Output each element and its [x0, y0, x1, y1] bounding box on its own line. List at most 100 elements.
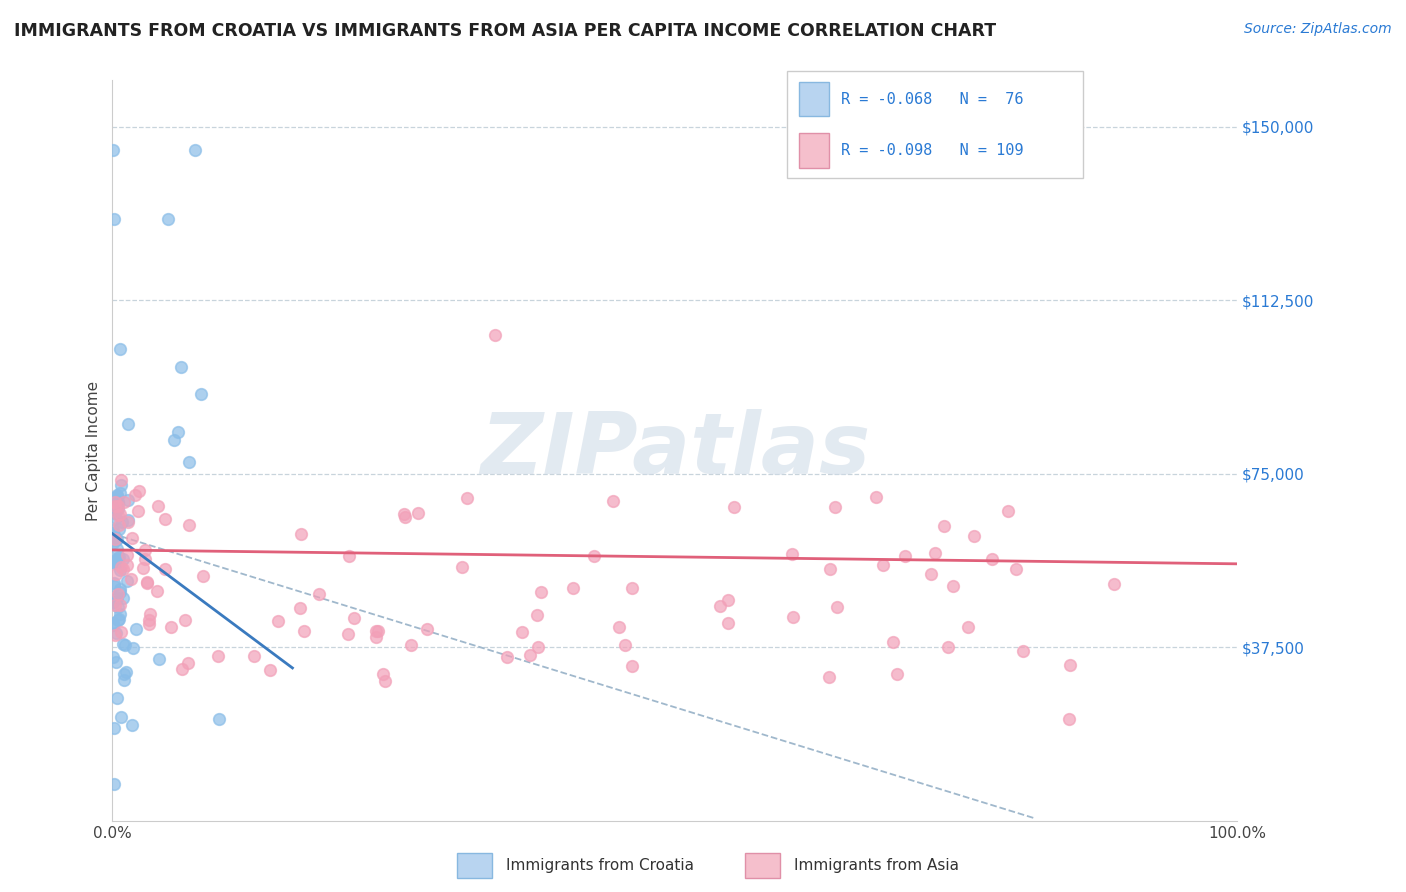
Point — [107, 613, 129, 627]
Point — [104, 493, 127, 508]
Point — [114, 667, 136, 681]
Point — [484, 327, 506, 342]
Point — [121, 717, 143, 731]
Point — [243, 649, 266, 664]
Point — [107, 522, 129, 536]
Point — [115, 558, 138, 573]
Point — [177, 518, 200, 533]
Point — [942, 578, 965, 592]
Point — [207, 649, 229, 664]
Point — [120, 572, 142, 586]
Point — [394, 510, 416, 524]
Point — [117, 515, 139, 529]
Point — [105, 566, 128, 581]
Point — [107, 599, 129, 614]
Point — [105, 511, 128, 525]
Point — [981, 552, 1004, 566]
Point — [127, 504, 149, 518]
Text: Immigrants from Croatia: Immigrants from Croatia — [506, 858, 695, 872]
Bar — [799, 134, 828, 168]
Point — [957, 620, 980, 634]
Point — [190, 387, 212, 401]
Point — [104, 501, 127, 516]
Point — [177, 657, 200, 671]
Point — [103, 592, 125, 607]
Point — [107, 587, 129, 601]
Text: Immigrants from Asia: Immigrants from Asia — [794, 858, 959, 872]
Point — [104, 628, 127, 642]
Point — [416, 623, 439, 637]
Point — [818, 670, 841, 684]
Point — [146, 500, 169, 514]
Point — [103, 576, 125, 591]
Point — [114, 638, 136, 652]
Point — [1005, 562, 1028, 576]
Point — [115, 665, 138, 679]
Point — [112, 637, 135, 651]
Point — [101, 615, 124, 630]
Point — [108, 612, 131, 626]
Point — [134, 552, 156, 566]
Point — [128, 483, 150, 498]
Point — [138, 614, 160, 628]
Point — [104, 625, 127, 640]
Point — [104, 494, 127, 508]
Point — [166, 425, 188, 439]
Point — [607, 619, 630, 633]
Point — [107, 549, 129, 564]
Bar — [457, 853, 492, 878]
Point — [103, 595, 125, 609]
Point — [825, 600, 848, 615]
Point — [105, 488, 128, 502]
Point — [132, 560, 155, 574]
Point — [134, 542, 156, 557]
Point — [138, 616, 160, 631]
Point — [456, 491, 478, 506]
Point — [107, 508, 129, 522]
Point — [110, 478, 132, 492]
Point — [105, 591, 128, 606]
Point — [105, 542, 128, 557]
Point — [101, 555, 124, 569]
Point — [620, 581, 643, 595]
Point — [110, 342, 132, 356]
Point — [292, 624, 315, 638]
Point — [108, 518, 131, 533]
Point — [526, 608, 548, 623]
Point — [111, 561, 134, 575]
Point — [139, 607, 162, 621]
Point — [208, 712, 231, 726]
Point — [886, 667, 908, 681]
Point — [107, 495, 129, 509]
Point — [107, 502, 129, 516]
Point — [108, 486, 131, 500]
Text: R = -0.098   N = 109: R = -0.098 N = 109 — [841, 143, 1024, 158]
Point — [103, 527, 125, 541]
Point — [105, 555, 128, 569]
Point — [103, 776, 125, 791]
Point — [112, 673, 135, 687]
Point — [1057, 712, 1080, 726]
Point — [308, 587, 330, 601]
Point — [820, 562, 842, 576]
Point — [371, 667, 394, 681]
Point — [367, 624, 389, 639]
Point — [103, 579, 125, 593]
Point — [108, 507, 131, 521]
Point — [101, 523, 124, 537]
Point — [392, 507, 415, 521]
Point — [934, 519, 956, 533]
Point — [337, 549, 360, 563]
Point — [562, 581, 585, 595]
Point — [893, 549, 915, 563]
Point — [920, 567, 942, 582]
Point — [519, 648, 541, 662]
Point — [105, 690, 128, 705]
Bar — [745, 853, 780, 878]
Point — [510, 625, 533, 640]
Point — [115, 574, 138, 589]
Point — [103, 212, 125, 227]
Point — [117, 417, 139, 432]
Point — [124, 488, 146, 502]
Point — [148, 651, 170, 665]
